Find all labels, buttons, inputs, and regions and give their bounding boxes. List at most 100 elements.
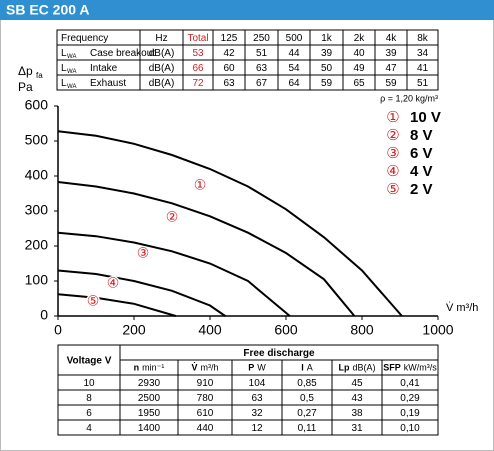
table-value: 32 — [251, 408, 263, 419]
legend-label: 2 V — [410, 181, 433, 198]
table-value: 104 — [249, 378, 266, 389]
y-label-subscript: fa — [36, 71, 43, 80]
y-tick-label: 500 — [25, 132, 49, 148]
column-symbol: Lp — [338, 363, 349, 373]
curve-label: ④ — [107, 275, 120, 291]
column-unit: A — [307, 363, 313, 373]
legend-marker: ④ — [386, 163, 399, 180]
column-unit: m³/h — [201, 363, 219, 373]
column-unit: W — [257, 363, 266, 373]
curve-label-bg — [193, 178, 207, 192]
group-header: Free discharge — [243, 348, 315, 359]
column-header: n min⁻¹ — [134, 363, 165, 373]
curve-label: ③ — [137, 245, 150, 261]
table-value: 440 — [197, 423, 214, 434]
curve-label: ⑤ — [87, 293, 100, 309]
y-tick-label: 0 — [40, 307, 48, 323]
row-symbol: L — [61, 63, 67, 74]
legend-label: 8 V — [410, 127, 433, 144]
y-label-unit: Pa — [18, 80, 33, 94]
table-value: 45 — [351, 378, 363, 389]
table-value: 0,10 — [400, 423, 420, 434]
table-value: 780 — [197, 393, 214, 404]
voltage-header: Voltage V — [67, 356, 112, 367]
sound-value: 42 — [223, 48, 235, 59]
curve-label-bg — [136, 246, 150, 260]
y-tick-label: 200 — [25, 237, 49, 253]
sound-value: 41 — [417, 63, 429, 74]
table-value: 610 — [197, 408, 214, 419]
column-header: 1k — [321, 33, 333, 44]
x-tick-label: 800 — [350, 322, 374, 338]
sound-value: 63 — [256, 63, 268, 74]
column-header: Total — [187, 33, 208, 44]
table-value: 0,27 — [297, 408, 317, 419]
y-label-symbol: Δp — [18, 64, 33, 78]
column-unit: min⁻¹ — [142, 363, 164, 373]
column-header: SFP kW/m³/s — [383, 363, 437, 373]
x-tick-label: 1000 — [422, 322, 453, 338]
sound-value: 44 — [288, 48, 300, 59]
column-unit: kW/m³/s — [404, 363, 437, 373]
row-name: Exhaust — [90, 78, 126, 89]
sound-value: 40 — [353, 48, 365, 59]
curve-label-bg — [86, 294, 100, 308]
column-symbol: P — [248, 363, 254, 373]
curve-label: ① — [194, 177, 207, 193]
legend-label: 10 V — [410, 109, 441, 126]
legend-marker: ⑤ — [386, 181, 399, 198]
x-tick-label: 400 — [198, 322, 222, 338]
sound-value: 49 — [353, 63, 365, 74]
sound-value: 51 — [417, 78, 429, 89]
curve-label: ② — [166, 209, 179, 225]
table-value: 38 — [351, 408, 363, 419]
table-value: 12 — [251, 423, 263, 434]
table-value: 0,19 — [400, 408, 420, 419]
table-value: 10 — [83, 378, 95, 389]
curve-label-bg — [165, 210, 179, 224]
column-header: 500 — [286, 33, 303, 44]
sound-value: 60 — [223, 63, 235, 74]
column-header: V̇ m³/h — [191, 363, 218, 373]
table-value: 910 — [197, 378, 214, 389]
sound-value: 34 — [417, 48, 429, 59]
column-header: Frequency — [61, 33, 108, 44]
table-cell — [381, 419, 439, 436]
table-value: 0,85 — [297, 378, 317, 389]
table-value: 31 — [351, 423, 363, 434]
x-label: V̇ m³/h — [446, 301, 478, 314]
table-value: 4 — [86, 423, 92, 434]
table-value: 0,29 — [400, 393, 420, 404]
row-subscript: WA — [67, 69, 76, 75]
column-header: 2k — [354, 33, 366, 44]
legend-marker: ① — [386, 109, 399, 126]
legend-marker: ③ — [386, 145, 399, 162]
sound-value: 59 — [385, 78, 397, 89]
sound-value: 63 — [223, 78, 235, 89]
row-name: Case breakout — [90, 48, 155, 59]
column-header: Lp dB(A) — [338, 363, 375, 373]
annotation: ρ = 1,20 kg/m³ — [380, 93, 438, 103]
sound-value: 67 — [256, 78, 268, 89]
sound-value: 53 — [192, 48, 204, 59]
fan-curve — [57, 269, 226, 317]
fan-curve — [57, 231, 291, 317]
column-header: 8k — [417, 33, 429, 44]
sound-value: 72 — [192, 78, 204, 89]
y-tick-label: 100 — [25, 272, 49, 288]
header-title: SB EC 200 A — [6, 2, 90, 18]
sound-value: 51 — [256, 48, 268, 59]
table-value: 2930 — [138, 378, 161, 389]
column-header: Hz — [155, 33, 167, 44]
sound-value: 64 — [288, 78, 300, 89]
table-value: 1400 — [138, 423, 161, 434]
sound-value: 65 — [353, 78, 365, 89]
x-tick-label: 600 — [274, 322, 298, 338]
column-symbol: n — [134, 363, 140, 373]
column-header: 125 — [221, 33, 238, 44]
column-symbol: SFP — [383, 363, 401, 373]
table-value: 1950 — [138, 408, 161, 419]
column-symbol: V̇ — [191, 363, 197, 373]
